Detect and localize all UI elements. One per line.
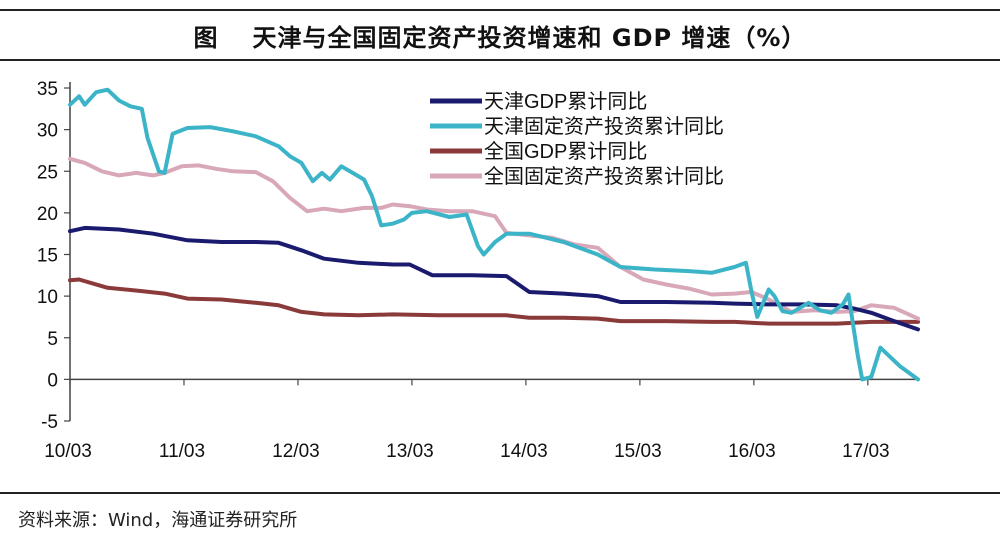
x-tick-label: 16/03 [728, 441, 776, 462]
legend-label-3: 全国GDP累计同比 [484, 140, 647, 163]
legend-label-4: 全国固定资产投资累计同比 [484, 165, 724, 188]
top-rule [0, 9, 1000, 11]
x-tick-label: 10/03 [44, 441, 92, 462]
series-lines [68, 87, 920, 382]
x-tick-label: 17/03 [842, 441, 890, 462]
y-tick-label: 35 [37, 79, 58, 100]
x-tick-label: 15/03 [614, 441, 662, 462]
chart-title: 图 天津与全国固定资产投资增速和 GDP 增速（%） [0, 18, 1000, 53]
legend: 天津GDP累计同比天津固定资产投资累计同比全国GDP累计同比全国固定资产投资累计… [430, 90, 724, 188]
x-axis-ticks: 10/03 11/03 12/03 13/03 14/03 15/03 16/03 17/03 [44, 379, 890, 462]
y-tick-label: 15 [37, 246, 58, 267]
y-tick-label: -5 [41, 412, 58, 433]
y-tick-label: 5 [47, 329, 58, 350]
series-line-4 [68, 156, 920, 321]
x-tick-label: 12/03 [272, 441, 320, 462]
axes [69, 82, 918, 421]
x-tick-label: 11/03 [159, 441, 205, 462]
x-tick-label: 14/03 [500, 441, 548, 462]
legend-label-1: 天津GDP累计同比 [484, 90, 647, 113]
chart-title-text: 天津与全国固定资产投资增速和 GDP 增速（%） [252, 24, 807, 52]
y-axis-ticks: -5 0 5 10 15 20 25 30 35 [37, 79, 70, 433]
x-tick-label: 13/03 [386, 441, 434, 462]
series-line-2 [68, 87, 920, 382]
bottom-rule [0, 492, 1000, 494]
line-chart: -5 0 5 10 15 20 25 30 35 10/03 11/03 12/03 13/03 14/… [37, 79, 920, 462]
y-tick-label: 30 [37, 121, 58, 142]
y-tick-label: 10 [37, 287, 58, 308]
title-underline [0, 59, 1000, 61]
legend-label-2: 天津固定资产投资累计同比 [484, 115, 724, 138]
series-line-3 [68, 277, 920, 326]
y-tick-label: 0 [47, 370, 58, 391]
y-tick-label: 20 [37, 204, 58, 225]
source-note: 资料来源：Wind，海通证券研究所 [18, 510, 298, 531]
figure-label: 图 [193, 24, 219, 52]
y-tick-label: 25 [37, 162, 58, 183]
